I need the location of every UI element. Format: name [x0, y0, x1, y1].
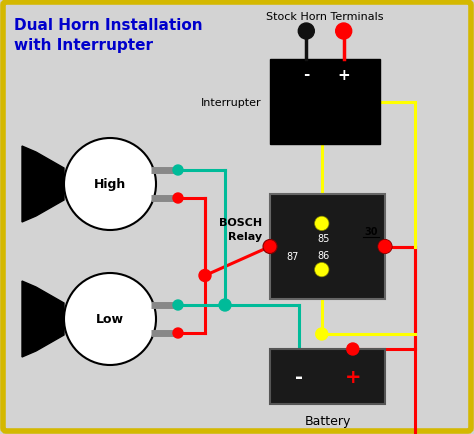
Text: with Interrupter: with Interrupter — [14, 38, 153, 53]
Text: Dual Horn Installation: Dual Horn Installation — [14, 18, 202, 33]
Text: +: + — [345, 367, 361, 386]
Text: +: + — [337, 67, 350, 82]
Bar — [270, 60, 380, 145]
Circle shape — [316, 264, 328, 276]
Circle shape — [263, 240, 277, 254]
Text: Stock Horn Terminals: Stock Horn Terminals — [266, 12, 384, 22]
Circle shape — [298, 24, 314, 40]
Text: -: - — [283, 59, 290, 77]
Circle shape — [379, 241, 391, 253]
Bar — [270, 349, 385, 404]
Circle shape — [173, 300, 183, 310]
Bar — [270, 194, 385, 299]
Text: Interrupter: Interrupter — [201, 97, 262, 107]
Circle shape — [173, 328, 183, 338]
Text: -: - — [303, 67, 310, 82]
Polygon shape — [22, 281, 64, 357]
Circle shape — [173, 166, 183, 176]
Text: -: - — [295, 367, 303, 386]
Circle shape — [173, 194, 183, 204]
Polygon shape — [22, 147, 64, 223]
Circle shape — [347, 343, 359, 355]
Circle shape — [315, 217, 329, 231]
Text: Battery: Battery — [304, 414, 351, 427]
FancyBboxPatch shape — [3, 3, 471, 431]
Text: 86: 86 — [318, 250, 330, 260]
Text: High: High — [94, 178, 126, 191]
Text: 30: 30 — [364, 227, 378, 237]
Circle shape — [316, 328, 328, 340]
Circle shape — [336, 24, 352, 40]
Text: Low: Low — [96, 313, 124, 326]
Text: BOSCH: BOSCH — [219, 217, 262, 227]
Circle shape — [315, 263, 329, 277]
Circle shape — [316, 218, 328, 230]
Circle shape — [378, 240, 392, 254]
Circle shape — [64, 139, 156, 230]
Circle shape — [64, 273, 156, 365]
Circle shape — [219, 299, 231, 311]
Text: +: + — [360, 59, 374, 77]
Text: 87: 87 — [286, 252, 298, 262]
Circle shape — [199, 270, 211, 282]
Text: 85: 85 — [318, 234, 330, 244]
Text: Relay: Relay — [228, 231, 262, 241]
